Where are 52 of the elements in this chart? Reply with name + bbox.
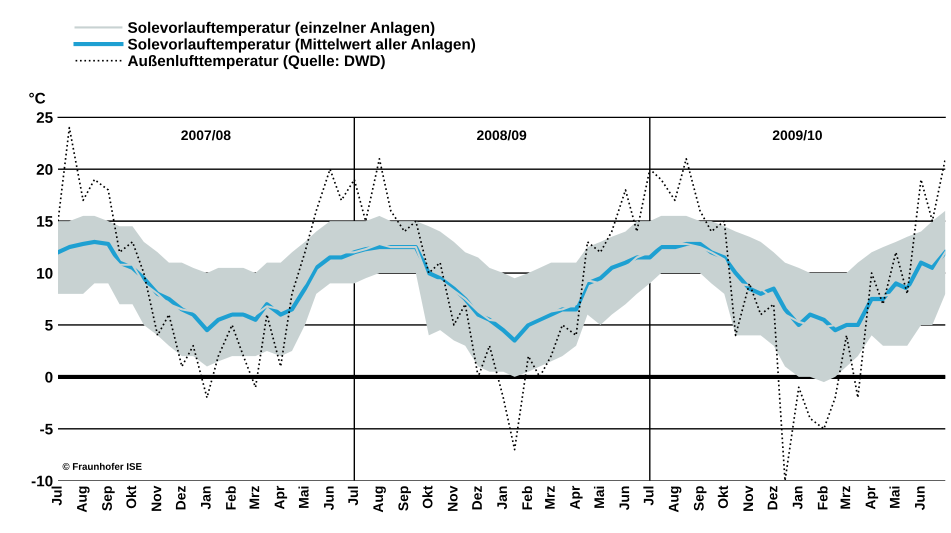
y-tick-label: 5 [45, 320, 53, 331]
legend-label: Solevorlauftemperatur (einzelner Anlagen) [128, 22, 434, 36]
x-tick-label: Okt [718, 486, 728, 508]
x-tick-label: Mrz [840, 486, 850, 509]
x-tick-label: Nov [448, 486, 458, 511]
x-tick-label: Nov [743, 486, 754, 511]
y-tick-label: 15 [37, 216, 53, 227]
y-tick-label: 0 [45, 372, 53, 383]
y-tick-label: 10 [37, 268, 53, 279]
x-tick-label: Jan [792, 486, 802, 510]
x-tick-label: Nov [152, 486, 162, 511]
x-tick-label: Okt [422, 486, 433, 508]
x-tick-label: Apr [570, 486, 583, 510]
x-tick-label: Dez [768, 486, 778, 510]
x-tick-label: Apr [866, 486, 878, 510]
x-tick-label: Dez [176, 486, 186, 510]
x-tick-label: Sep [102, 486, 115, 511]
x-tick-label: Jun [915, 486, 925, 510]
y-tick-label: 20 [36, 164, 53, 175]
x-tick-label: Mai [298, 486, 309, 508]
x-tick-label: Mai [594, 486, 604, 508]
legend-label: Außenlufttemperatur (Quelle: DWD) [128, 54, 385, 70]
x-tick-label: Jul [643, 486, 654, 506]
legend-label: Solevorlauftemperatur (Mittelwert aller Anlagen) [128, 38, 476, 53]
x-tick-label: Feb [226, 486, 236, 510]
annotation: 2008/09 [477, 130, 526, 140]
x-tick-label: Okt [126, 486, 136, 508]
y-axis-title: °C [29, 92, 46, 104]
x-tick-label: Feb [817, 486, 828, 510]
x-tick-label: Jun [324, 486, 334, 510]
annotation: © Fraunhofer ISE [62, 462, 142, 470]
x-tick-label: Apr [274, 486, 288, 510]
x-tick-label: Dez [472, 486, 482, 510]
x-tick-label: Mai [889, 486, 900, 508]
x-tick-label: Aug [77, 486, 90, 512]
x-tick-label: Feb [522, 486, 532, 510]
x-tick-label: Mrz [250, 486, 260, 509]
y-tick-label: 25 [36, 112, 53, 123]
y-tick-label: -10 [32, 476, 53, 486]
x-tick-label: Jan [201, 486, 211, 510]
x-tick-label: Aug [668, 486, 682, 512]
x-tick-label: Jan [497, 486, 507, 510]
x-tick-label: Mrz [545, 486, 555, 509]
annotation: 2007/08 [181, 130, 231, 140]
x-tick-label: Sep [694, 486, 706, 511]
x-tick-label: Jul [52, 486, 62, 506]
x-tick-label: Aug [373, 486, 386, 512]
annotation: 2009/10 [772, 130, 822, 140]
y-tick-label: -5 [40, 424, 53, 435]
x-tick-label: Jun [620, 486, 630, 510]
x-tick-label: Jul [348, 486, 358, 506]
x-tick-label: Sep [398, 486, 411, 511]
